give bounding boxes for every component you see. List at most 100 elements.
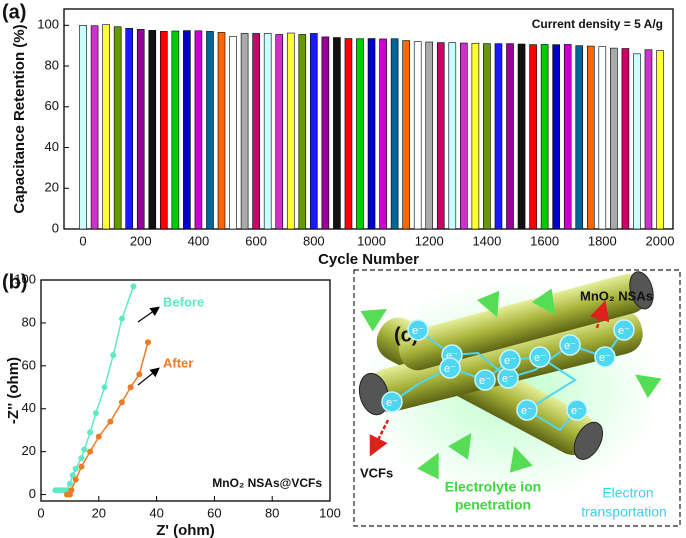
bar [575,45,584,230]
bar [598,46,607,230]
bar [425,41,434,230]
x-axis-label: Cycle Number [318,251,419,268]
electron-label: e⁻ [504,355,516,367]
legend-label: Before [163,294,204,309]
series-line [67,342,149,496]
point [107,418,114,425]
bar [436,42,445,230]
electron-label: e⁻ [502,373,514,385]
y-tick-label: 0 [29,486,36,501]
bar [298,34,307,230]
bar [448,42,457,230]
y-tick-label: 100 [14,271,36,286]
bar [229,36,237,230]
electron-label: e⁻ [618,325,630,337]
point [72,465,79,472]
point [118,399,125,406]
bar [402,40,410,230]
x-tick-label: 80 [265,505,279,520]
bar [529,44,537,230]
y-tick-label: 20 [45,180,59,195]
bar [633,53,641,230]
legend-arrow [137,306,160,323]
point [127,384,134,391]
point [110,352,117,359]
point [87,429,94,436]
point [95,433,102,440]
legend-label: After [163,355,193,370]
bar [610,47,618,230]
x-tick-label: 200 [130,233,152,248]
x-tick-label: 0 [37,505,44,520]
bar [136,29,145,230]
bar [586,45,595,230]
bar [183,30,191,230]
x-tick-label: 1000 [357,233,386,248]
bar [483,43,491,230]
bar [90,25,99,230]
bar [356,38,364,230]
x-tick-label: 1200 [415,233,444,248]
electron [499,349,521,371]
bar [644,49,653,230]
ion-arrow [417,452,439,480]
point [64,487,71,494]
bar [263,33,272,230]
electron [407,319,429,341]
ion-arrow [635,374,662,399]
electron-label: e⁻ [479,375,491,387]
bar [390,38,399,230]
y-axis-label: -Z'' (ohm) [5,357,22,424]
bar [344,38,353,230]
legend-arrow [137,367,160,386]
bar [286,32,295,230]
bar [517,43,526,230]
electron-label: e⁻ [599,352,611,364]
x-tick-label: 1600 [530,233,559,248]
point [81,446,88,453]
bar [113,26,122,230]
panel-label: (a) [2,1,26,23]
bar [194,30,203,230]
bar [252,33,260,230]
x-tick-label: 1400 [472,233,501,248]
y-tick-label: 0 [52,220,59,235]
bar [413,41,422,230]
electron-label: e⁻ [534,352,546,364]
point [68,487,75,494]
y-axis-label: Capacitance Retention (%) [11,24,28,213]
electron [559,334,581,356]
label: transportation [581,504,667,520]
x-tick-label: 20 [92,505,106,520]
label: Electron [602,485,653,501]
y-tick-label: 20 [22,443,36,458]
point [92,410,99,417]
x-tick-label: 1800 [588,233,617,248]
x-tick-label: 60 [207,505,221,520]
bar [125,28,133,230]
y-tick-label: 100 [37,17,59,32]
bar [540,44,549,230]
bar [656,50,664,230]
label: penetration [455,497,531,513]
point [78,455,85,462]
bar [471,42,480,230]
bar [321,36,330,230]
y-tick-label: 40 [45,139,59,154]
fiber [398,271,654,371]
bar [310,33,318,230]
annotation: MnO₂ NSAs@VCFs [212,476,322,490]
electron-path [391,355,578,432]
bar [160,31,168,230]
electron [529,346,551,368]
y-tick-label: 80 [22,314,36,329]
ion-arrow [509,446,533,473]
y-tick-label: 60 [22,357,36,372]
electron [516,399,538,421]
y-tick-label: 40 [22,400,36,415]
x-tick-label: 40 [149,505,163,520]
ion-arrow [531,288,556,315]
electron [474,369,496,391]
electron-label: e⁻ [444,363,456,375]
